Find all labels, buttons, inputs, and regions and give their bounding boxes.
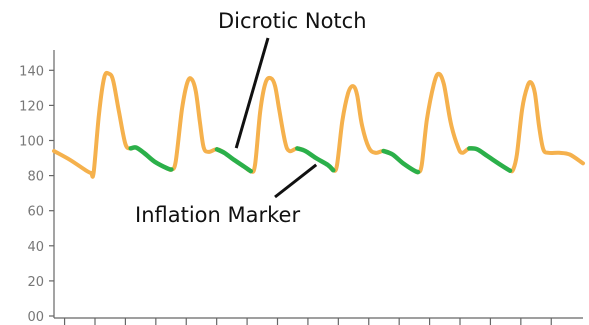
y-axis: 00 20 40 60 80 100 120 140: [19, 50, 55, 325]
series-layer: [52, 70, 585, 179]
inflation-segment: [128, 145, 174, 172]
y-tick-label: 00: [27, 310, 44, 325]
dicrotic-notch-leader-line: [234, 37, 270, 149]
inflation-segment: [214, 147, 254, 174]
y-tick-label: 100: [19, 135, 44, 150]
dicrotic-notch-label: Dicrotic Notch: [218, 9, 367, 33]
y-tick-label: 140: [19, 64, 44, 79]
annotation-layer: Dicrotic Notch Inflation Marker: [135, 9, 367, 227]
inflation-segment: [295, 146, 336, 173]
y-tick-label: 60: [27, 205, 44, 220]
y-tick-label: 40: [27, 240, 44, 255]
x-axis: [54, 317, 583, 325]
inflation-segment: [381, 148, 421, 175]
inflation-segment: [467, 146, 513, 173]
y-tick-label: 80: [27, 170, 44, 185]
y-tick-label: 120: [19, 99, 44, 114]
inflation-marker-label: Inflation Marker: [135, 203, 300, 227]
y-tick-label: 20: [27, 275, 44, 290]
inflation-marker-leader-line: [274, 163, 318, 199]
